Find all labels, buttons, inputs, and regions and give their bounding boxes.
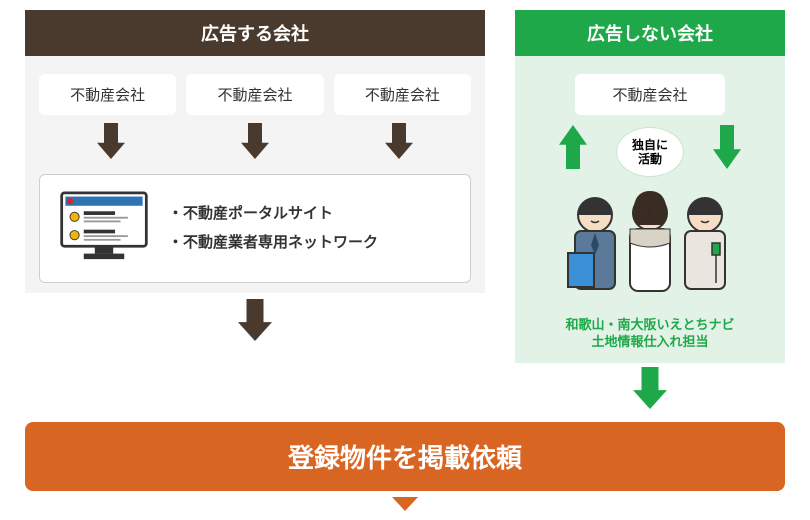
right-body: 不動産会社 独自に 活動 (515, 56, 785, 363)
bottom-action-bar: 登録物件を掲載依頼 (25, 422, 785, 491)
advertising-companies-panel: 広告する会社 不動産会社 不動産会社 不動産会社 (25, 10, 485, 352)
right-big-arrow (515, 367, 785, 414)
left-header: 広告する会社 (25, 10, 485, 56)
company-chip: 不動産会社 (186, 74, 323, 115)
company-chip: 不動産会社 (575, 74, 725, 115)
down-arrow-icon (241, 123, 269, 164)
down-arrow-icon (238, 328, 272, 345)
non-advertising-company-panel: 広告しない会社 不動産会社 独自に 活動 (515, 10, 785, 420)
bottom-triangle-icon (25, 497, 785, 516)
portal-bullets: ・不動産ポータルサイト ・不動産業者専用ネットワーク (168, 200, 378, 257)
left-body: 不動産会社 不動産会社 不動産会社 (25, 56, 485, 293)
company-chip: 不動産会社 (39, 74, 176, 115)
company-chip: 不動産会社 (334, 74, 471, 115)
caption-line: 和歌山・南大阪いえとちナビ (565, 317, 734, 332)
caption-line: 土地情報仕入れ担当 (591, 334, 708, 349)
right-header: 広告しない会社 (515, 10, 785, 56)
team-caption: 和歌山・南大阪いえとちナビ 土地情報仕入れ担当 (529, 316, 771, 351)
bullet-item: ・不動産ポータルサイト (168, 200, 378, 229)
portal-network-box: ・不動産ポータルサイト ・不動産業者専用ネットワーク (39, 174, 471, 283)
left-arrows-row (39, 123, 471, 164)
monitor-icon (58, 189, 150, 268)
speech-bubble: 独自に 活動 (616, 127, 684, 177)
bubble-text: 独自に 活動 (632, 138, 668, 167)
bullet-item: ・不動産業者専用ネットワーク (168, 229, 378, 258)
down-arrow-icon (385, 123, 413, 164)
left-chip-row: 不動産会社 不動産会社 不動産会社 (39, 74, 471, 115)
left-big-arrow (25, 299, 485, 346)
people-icon (550, 173, 750, 313)
right-illustration: 独自に 活動 (529, 123, 771, 353)
down-arrow-icon (97, 123, 125, 164)
down-arrow-icon (633, 396, 667, 413)
down-arrow-icon (713, 125, 741, 174)
up-arrow-icon (559, 125, 587, 174)
